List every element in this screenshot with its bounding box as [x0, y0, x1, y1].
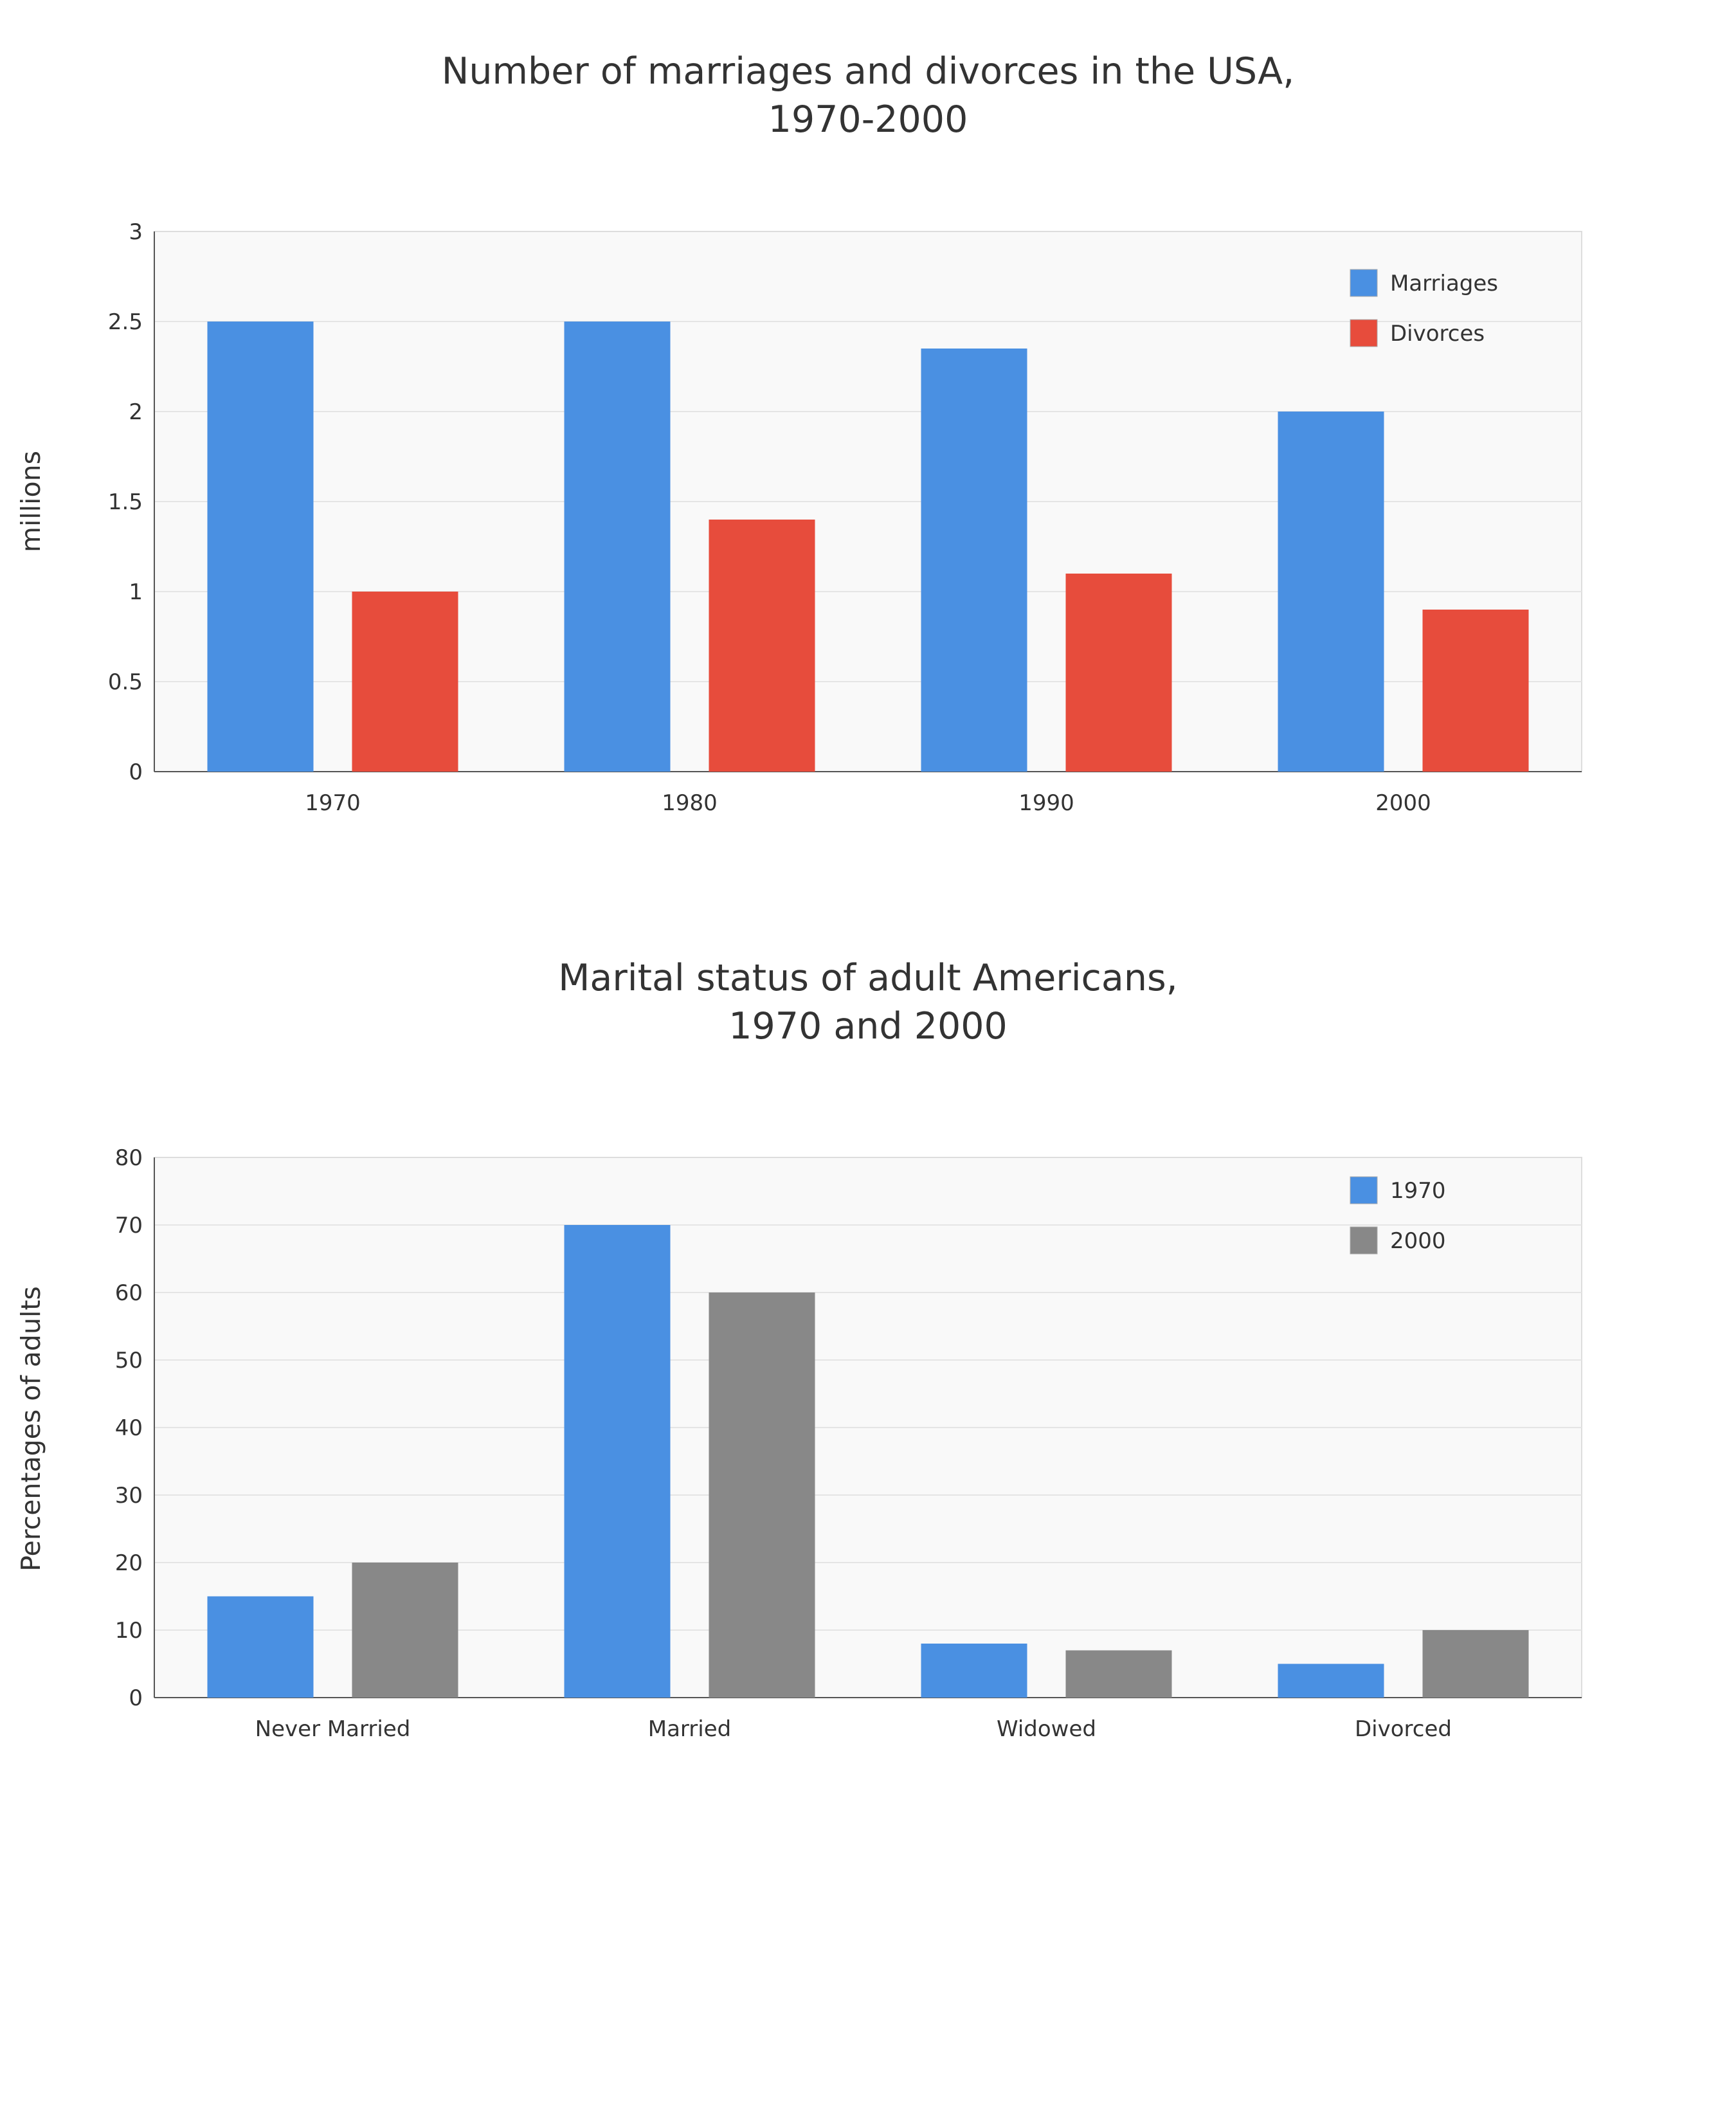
y-tick-label: 60 [115, 1280, 143, 1306]
x-tick-label: 1990 [1018, 790, 1074, 816]
bar-marriages [1278, 412, 1384, 772]
y-tick-label: 1 [129, 579, 143, 605]
y-tick-label: 10 [115, 1618, 143, 1644]
bar-divorces [1422, 610, 1529, 772]
y-axis-label: millions [15, 451, 46, 552]
legend-label: Marriages [1390, 271, 1498, 296]
bar-1970 [921, 1644, 1027, 1698]
legend-swatch [1350, 1226, 1378, 1255]
y-tick-label: 1.5 [108, 489, 143, 515]
bar-divorces [352, 592, 458, 772]
x-tick-label: Never Married [255, 1716, 411, 1742]
legend-swatch [1350, 269, 1378, 297]
bar-marriages [207, 322, 314, 772]
chart-title-line: Marital status of adult Americans, [558, 957, 1178, 999]
bar-marriages [564, 322, 671, 772]
y-axis-label: Percentages of adults [15, 1286, 46, 1572]
chart-title-line: 1970-2000 [768, 98, 968, 141]
x-tick-label: 1980 [662, 790, 718, 816]
bar-2000 [1422, 1630, 1529, 1698]
bar-2000 [1065, 1650, 1172, 1698]
legend-label: Divorces [1390, 321, 1485, 347]
y-tick-label: 0 [129, 1685, 143, 1711]
legend-swatch [1350, 319, 1378, 347]
y-tick-label: 2.5 [108, 309, 143, 335]
y-tick-label: 50 [115, 1348, 143, 1374]
y-tick-label: 30 [115, 1483, 143, 1509]
x-tick-label: 2000 [1375, 790, 1431, 816]
y-tick-label: 2 [129, 399, 143, 425]
bar-2000 [709, 1292, 815, 1698]
bar-2000 [352, 1563, 458, 1698]
chart-title-line: 1970 and 2000 [728, 1005, 1008, 1047]
y-tick-label: 20 [115, 1550, 143, 1576]
bar-1970 [564, 1225, 671, 1698]
x-tick-label: 1970 [305, 790, 361, 816]
chart-title-line: Number of marriages and divorces in the … [442, 50, 1295, 93]
y-tick-label: 70 [115, 1213, 143, 1238]
bar-1970 [1278, 1664, 1384, 1698]
y-tick-label: 0.5 [108, 669, 143, 695]
x-tick-label: Divorced [1355, 1716, 1452, 1742]
x-tick-label: Married [648, 1716, 731, 1742]
chart-marital-status: Marital status of adult Americans, 1970 a… [15, 957, 1582, 1742]
chart-marriages-divorces: Number of marriages and divorces in the … [15, 50, 1582, 816]
legend-label: 2000 [1390, 1228, 1446, 1254]
y-tick-label: 40 [115, 1415, 143, 1441]
bar-divorces [1065, 574, 1172, 772]
x-tick-label: Widowed [997, 1716, 1096, 1742]
legend-label: 1970 [1390, 1178, 1446, 1204]
y-tick-label: 3 [129, 219, 143, 245]
y-tick-label: 80 [115, 1145, 143, 1171]
bar-marriages [921, 349, 1027, 772]
legend-swatch [1350, 1176, 1378, 1204]
y-tick-label: 0 [129, 759, 143, 785]
bar-divorces [709, 520, 815, 772]
bar-1970 [207, 1596, 314, 1698]
